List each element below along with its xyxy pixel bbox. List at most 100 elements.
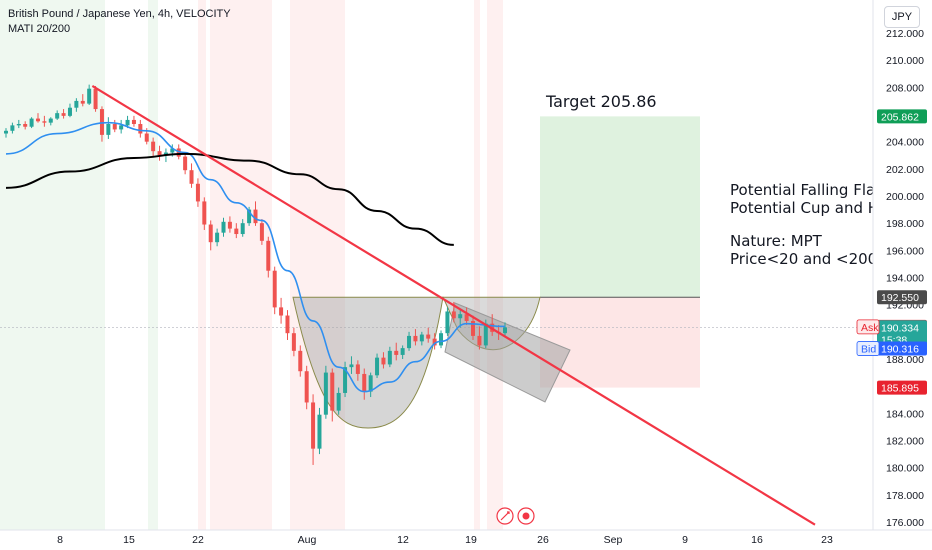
candle-body — [291, 333, 296, 351]
record-icon-dot — [522, 512, 530, 520]
candle-body — [125, 119, 130, 126]
candle-body — [61, 113, 66, 116]
bid-value: 190.316 — [881, 344, 919, 356]
toolbar-icons[interactable] — [496, 507, 535, 525]
candle-body — [144, 133, 149, 142]
session-band — [0, 0, 105, 530]
y-tick-label: 200.000 — [886, 191, 924, 203]
candle-body — [106, 124, 111, 135]
candle-body — [93, 88, 98, 110]
trendline-group[interactable] — [91, 85, 816, 526]
currency-button[interactable]: JPY — [884, 6, 920, 28]
candle-body — [426, 334, 431, 339]
session-band — [210, 0, 272, 530]
moving-averages — [5, 121, 506, 393]
bid-tag: Bid — [861, 344, 876, 356]
candle-body — [23, 124, 28, 127]
candle-body — [202, 201, 207, 225]
candle-body — [99, 109, 104, 135]
flag-channel — [444, 302, 571, 403]
candle-body — [131, 119, 136, 125]
candle-body — [253, 209, 258, 224]
x-tick-label: 23 — [821, 534, 833, 546]
y-tick-label: 208.000 — [886, 82, 924, 94]
bid-badge — [877, 341, 927, 356]
falling-trendline — [91, 85, 816, 526]
candle-body — [259, 223, 264, 241]
candle-body — [451, 311, 456, 319]
candle-body — [163, 152, 168, 156]
candle-body — [112, 124, 117, 130]
candle-body — [323, 372, 328, 415]
x-tick-label: 16 — [751, 534, 763, 546]
candle-body — [311, 402, 316, 449]
x-tick-label: 19 — [465, 534, 477, 546]
candle-body — [368, 375, 373, 392]
candle-body — [387, 350, 392, 365]
session-band — [148, 0, 158, 530]
session-band — [487, 0, 503, 530]
y-tick-label: 202.000 — [886, 164, 924, 176]
candle-body — [4, 130, 8, 134]
y-tick-label: 180.000 — [886, 463, 924, 475]
candle-body — [151, 141, 156, 152]
y-tick-label: 188.000 — [886, 354, 924, 366]
x-tick-label: 12 — [397, 534, 409, 546]
session-band — [198, 0, 206, 530]
candle-body — [247, 209, 252, 224]
candle-body — [170, 148, 175, 153]
candle-body — [355, 364, 360, 374]
y-tick-label: 196.000 — [886, 245, 924, 257]
y-tick-label: 176.000 — [886, 517, 924, 529]
candle-body — [208, 224, 213, 243]
candle-body — [176, 148, 181, 157]
target-label: Target 205.86 — [545, 92, 657, 111]
record-icon — [517, 507, 535, 525]
note-line-4: Price<20 and <200 — [730, 250, 877, 268]
candle-body — [42, 121, 47, 123]
candle-body — [157, 151, 162, 156]
candle-body — [381, 357, 386, 365]
note-line-1: Potential Falling Flag — [730, 181, 885, 199]
x-tick-label: 9 — [682, 534, 688, 546]
candle-body — [477, 335, 482, 346]
ma-20-line — [5, 121, 506, 393]
candle-body — [272, 270, 277, 308]
risk-reward-zones[interactable] — [0, 116, 873, 388]
candle-body — [87, 88, 92, 104]
chart-patterns[interactable] — [292, 296, 571, 429]
candle-body — [227, 221, 232, 229]
loss-zone — [540, 297, 700, 388]
candle-body — [195, 183, 200, 202]
candle-body — [432, 338, 437, 346]
candle-body — [445, 311, 450, 334]
x-tick-label: 26 — [537, 534, 549, 546]
price-axis-bg — [873, 0, 932, 550]
candle-body — [67, 107, 72, 116]
replay-icon-arrow — [500, 511, 510, 521]
candle-body — [35, 118, 40, 122]
last-value: 190.334 — [881, 322, 919, 334]
candle-body — [10, 125, 15, 131]
candle-body — [240, 223, 245, 235]
y-tick-label: 198.000 — [886, 218, 924, 230]
candle-body — [458, 314, 463, 319]
candle-body — [330, 372, 335, 411]
candle-body — [29, 118, 34, 127]
symbol-title: British Pound / Japanese Yen, 4h, VELOCI… — [8, 8, 231, 20]
y-tick-label: 178.000 — [886, 490, 924, 502]
chart-header: British Pound / Japanese Yen, 4h, VELOCI… — [8, 7, 231, 37]
candle-body — [419, 334, 424, 342]
candle-body — [483, 323, 488, 346]
candle-body — [349, 364, 354, 368]
profit-zone — [540, 116, 700, 298]
y-tick-label: 210.000 — [886, 55, 924, 67]
candle-body — [55, 113, 60, 119]
ask-tag: Ask — [861, 322, 879, 334]
last-badge — [877, 320, 927, 347]
stop-badge — [877, 380, 927, 395]
y-tick-label: 204.000 — [886, 137, 924, 149]
candle-body — [407, 335, 412, 349]
candle-body — [16, 124, 21, 126]
